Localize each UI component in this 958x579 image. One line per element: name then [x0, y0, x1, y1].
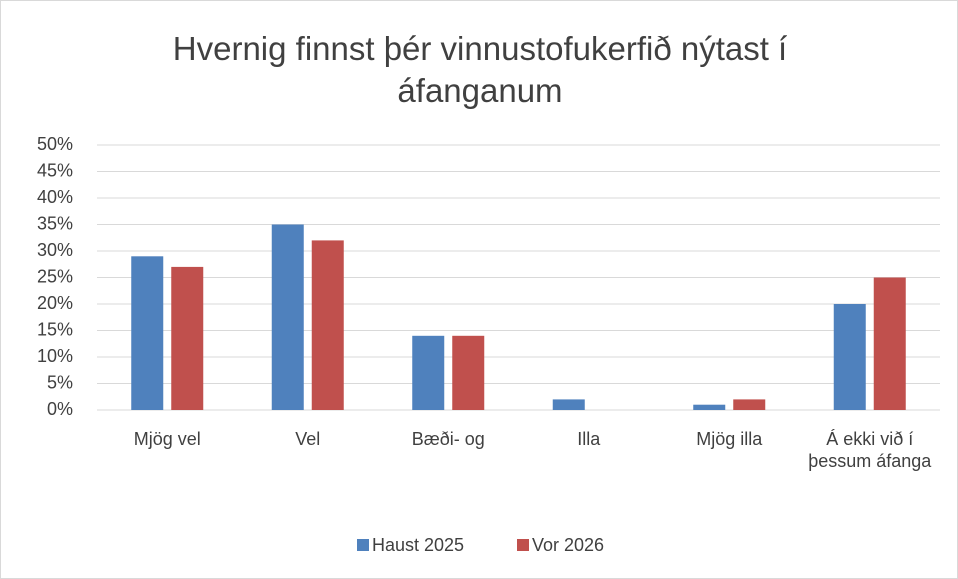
x-tick-label: Vel — [295, 429, 321, 449]
legend-swatch — [517, 539, 529, 551]
bar — [873, 277, 906, 410]
x-tick-label: Mjög illa — [696, 429, 763, 449]
y-tick-label: 35% — [37, 213, 73, 233]
y-tick-label: 45% — [37, 160, 73, 180]
chart-title: Hvernig finnst þér vinnustofukerfið nýta… — [172, 30, 788, 109]
x-tick-label: Illa — [577, 429, 601, 449]
x-tick-label: Bæði- og — [411, 429, 485, 449]
y-tick-label: 10% — [37, 346, 73, 366]
bar — [833, 304, 866, 410]
bar — [552, 399, 585, 410]
bar — [271, 224, 304, 410]
y-tick-label: 40% — [37, 187, 73, 207]
y-tick-label: 5% — [47, 372, 73, 392]
bar — [693, 404, 726, 410]
bar — [412, 335, 445, 410]
legend-label: Vor 2026 — [532, 535, 604, 555]
bar — [733, 399, 766, 410]
y-tick-label: 20% — [37, 293, 73, 313]
legend-label: Haust 2025 — [372, 535, 464, 555]
y-tick-label: 30% — [37, 240, 73, 260]
y-tick-label: 25% — [37, 266, 73, 286]
x-tick-label: Mjög vel — [133, 429, 201, 449]
bar — [131, 256, 164, 410]
y-tick-label: 50% — [37, 134, 73, 154]
bar — [171, 266, 204, 410]
y-tick-label: 0% — [47, 399, 73, 419]
y-tick-label: 15% — [37, 319, 73, 339]
x-tick-label: Á ekki við í þessum áfanga — [808, 429, 932, 471]
bar — [311, 240, 344, 410]
bar — [452, 335, 485, 410]
legend-swatch — [357, 539, 369, 551]
